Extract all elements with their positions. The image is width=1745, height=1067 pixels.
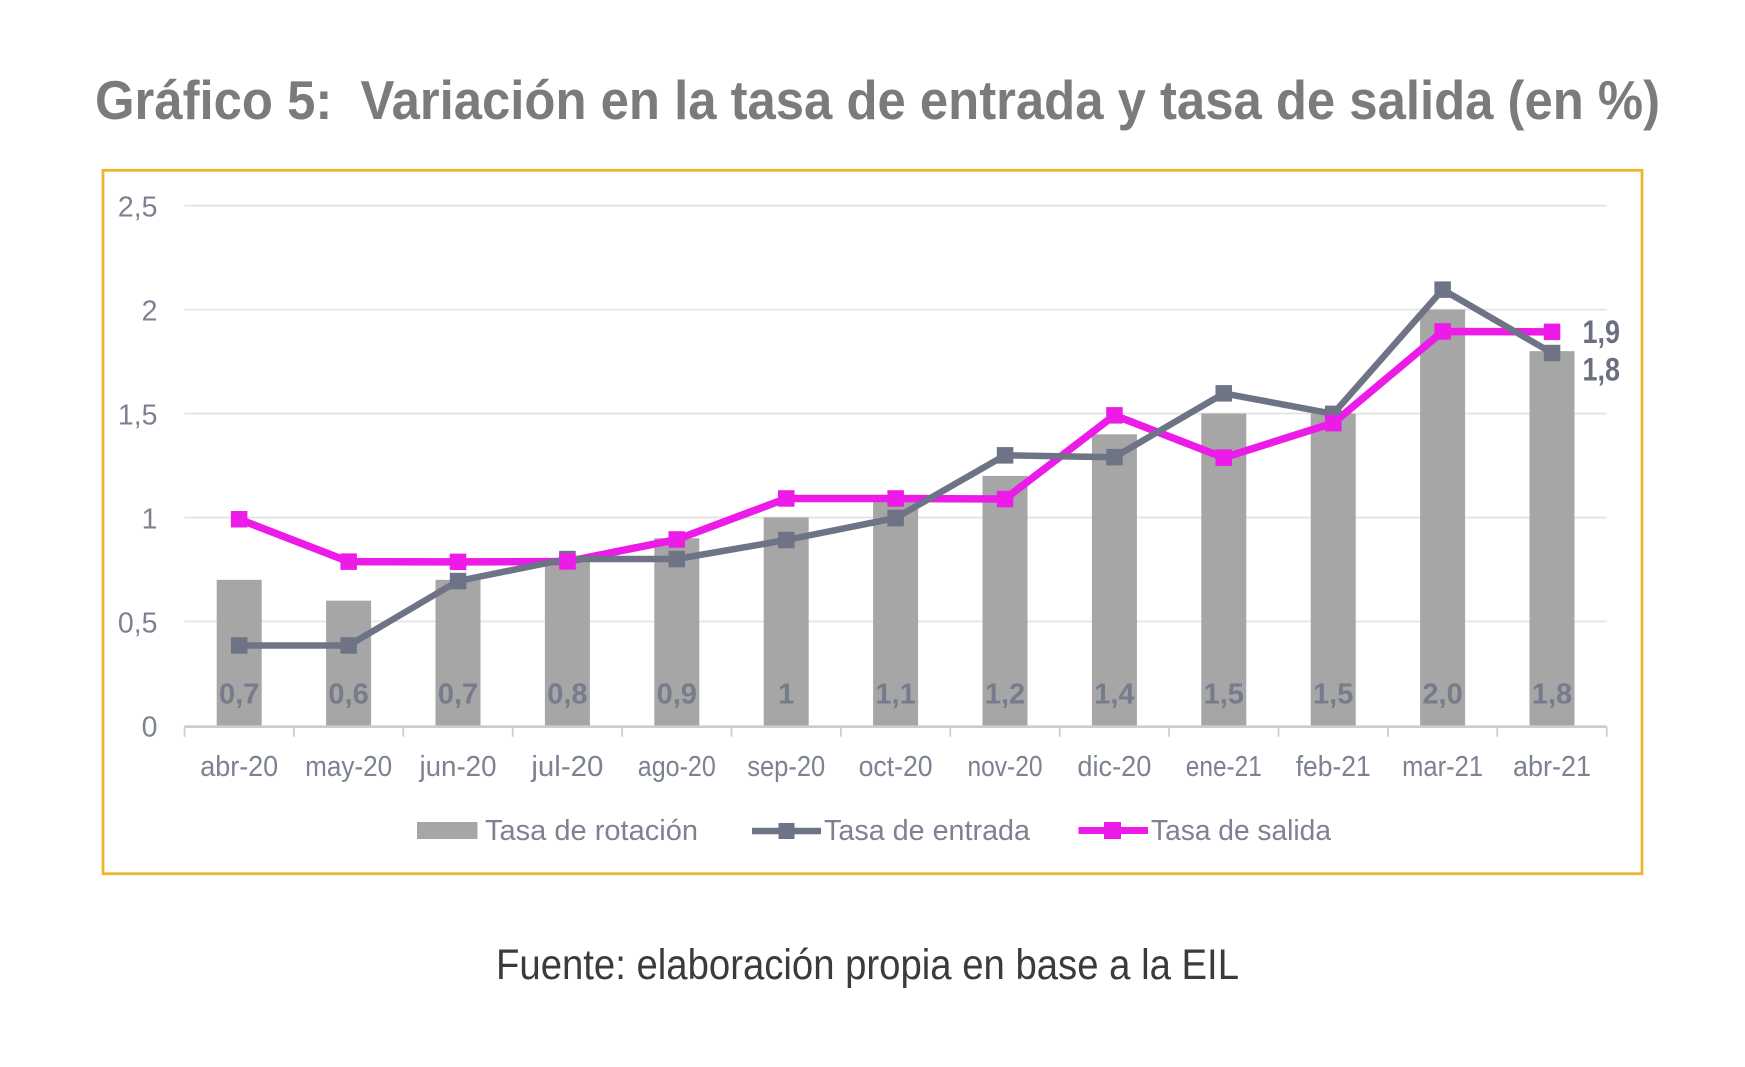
svg-text:1,5: 1,5 — [1313, 679, 1353, 711]
svg-text:abr-20: abr-20 — [200, 751, 278, 783]
svg-text:abr-21: abr-21 — [1513, 751, 1591, 783]
svg-text:feb-21: feb-21 — [1296, 751, 1371, 783]
svg-text:1,9: 1,9 — [1583, 314, 1621, 350]
svg-text:Tasa de salida: Tasa de salida — [1151, 815, 1332, 847]
svg-text:1: 1 — [142, 504, 158, 536]
svg-text:0,9: 0,9 — [657, 679, 697, 711]
svg-text:0,6: 0,6 — [328, 679, 368, 711]
svg-text:Gráfico 5: Variación en la ta: Gráfico 5: Variación en la tasa de entra… — [95, 69, 1660, 131]
svg-text:1,5: 1,5 — [118, 400, 158, 432]
svg-text:0,8: 0,8 — [547, 679, 587, 711]
svg-text:Fuente: elaboración propia en: Fuente: elaboración propia en base a la … — [496, 941, 1239, 989]
svg-text:sep-20: sep-20 — [747, 751, 825, 783]
svg-text:1,8: 1,8 — [1532, 679, 1572, 711]
svg-text:1: 1 — [778, 679, 794, 711]
svg-text:0,5: 0,5 — [118, 607, 158, 639]
svg-text:1,2: 1,2 — [985, 679, 1025, 711]
svg-text:Tasa de entrada: Tasa de entrada — [824, 815, 1031, 847]
svg-text:1,5: 1,5 — [1204, 679, 1244, 711]
svg-text:2,5: 2,5 — [118, 192, 158, 224]
svg-text:oct-20: oct-20 — [859, 751, 933, 783]
svg-text:1,4: 1,4 — [1094, 679, 1134, 711]
svg-text:0,7: 0,7 — [219, 679, 259, 711]
svg-text:Tasa de rotación: Tasa de rotación — [485, 815, 698, 847]
svg-text:2: 2 — [142, 296, 158, 328]
svg-text:dic-20: dic-20 — [1077, 751, 1151, 783]
svg-text:0,7: 0,7 — [438, 679, 478, 711]
svg-text:may-20: may-20 — [305, 751, 392, 783]
svg-text:mar-21: mar-21 — [1402, 751, 1483, 783]
svg-text:1,1: 1,1 — [875, 679, 915, 711]
svg-text:0: 0 — [142, 711, 158, 743]
svg-text:2,0: 2,0 — [1422, 679, 1462, 711]
svg-text:ene-21: ene-21 — [1186, 751, 1262, 783]
svg-text:jul-20: jul-20 — [530, 751, 603, 783]
svg-text:jun-20: jun-20 — [419, 751, 497, 783]
svg-text:1,8: 1,8 — [1583, 352, 1621, 388]
svg-text:nov-20: nov-20 — [968, 751, 1043, 783]
svg-text:ago-20: ago-20 — [638, 751, 716, 783]
